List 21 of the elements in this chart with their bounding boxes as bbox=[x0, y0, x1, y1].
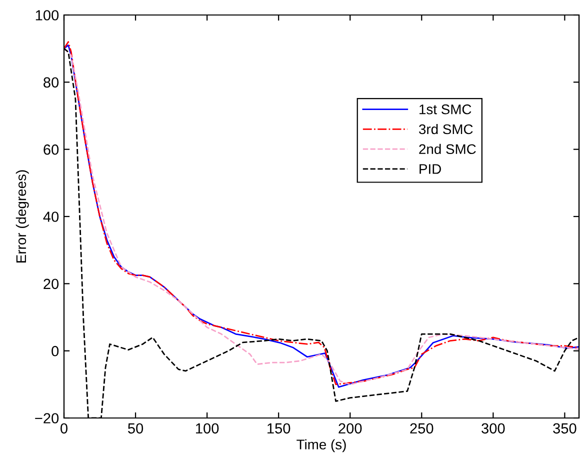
x-tick-label: 350 bbox=[553, 423, 576, 434]
x-tick-label: 50 bbox=[128, 423, 144, 434]
legend-label: 3rd SMC bbox=[419, 124, 473, 134]
y-tick-label: 80 bbox=[44, 77, 59, 88]
y-tick-label: 60 bbox=[44, 144, 59, 155]
y-axis-title: Error (degrees) bbox=[16, 170, 29, 262]
x-axis-title: Time (s) bbox=[296, 439, 346, 452]
y-tick-label: 20 bbox=[44, 278, 59, 290]
x-tick-label: 100 bbox=[196, 423, 219, 434]
y-tick-label: −20 bbox=[35, 413, 59, 424]
x-tick-label: 250 bbox=[410, 423, 434, 434]
y-tick-label: 0 bbox=[52, 346, 59, 356]
x-tick-label: 200 bbox=[338, 423, 362, 434]
legend-label: 2nd SMC bbox=[419, 144, 476, 154]
legend-label: 1st SMC bbox=[420, 104, 472, 114]
x-tick-label: 300 bbox=[482, 423, 505, 434]
y-tick-label: 40 bbox=[43, 212, 59, 222]
x-tick-label: 150 bbox=[268, 423, 290, 434]
y-tick-label: 100 bbox=[36, 10, 59, 20]
legend-label: PID bbox=[420, 164, 441, 174]
x-tick-label: 0 bbox=[60, 423, 68, 434]
